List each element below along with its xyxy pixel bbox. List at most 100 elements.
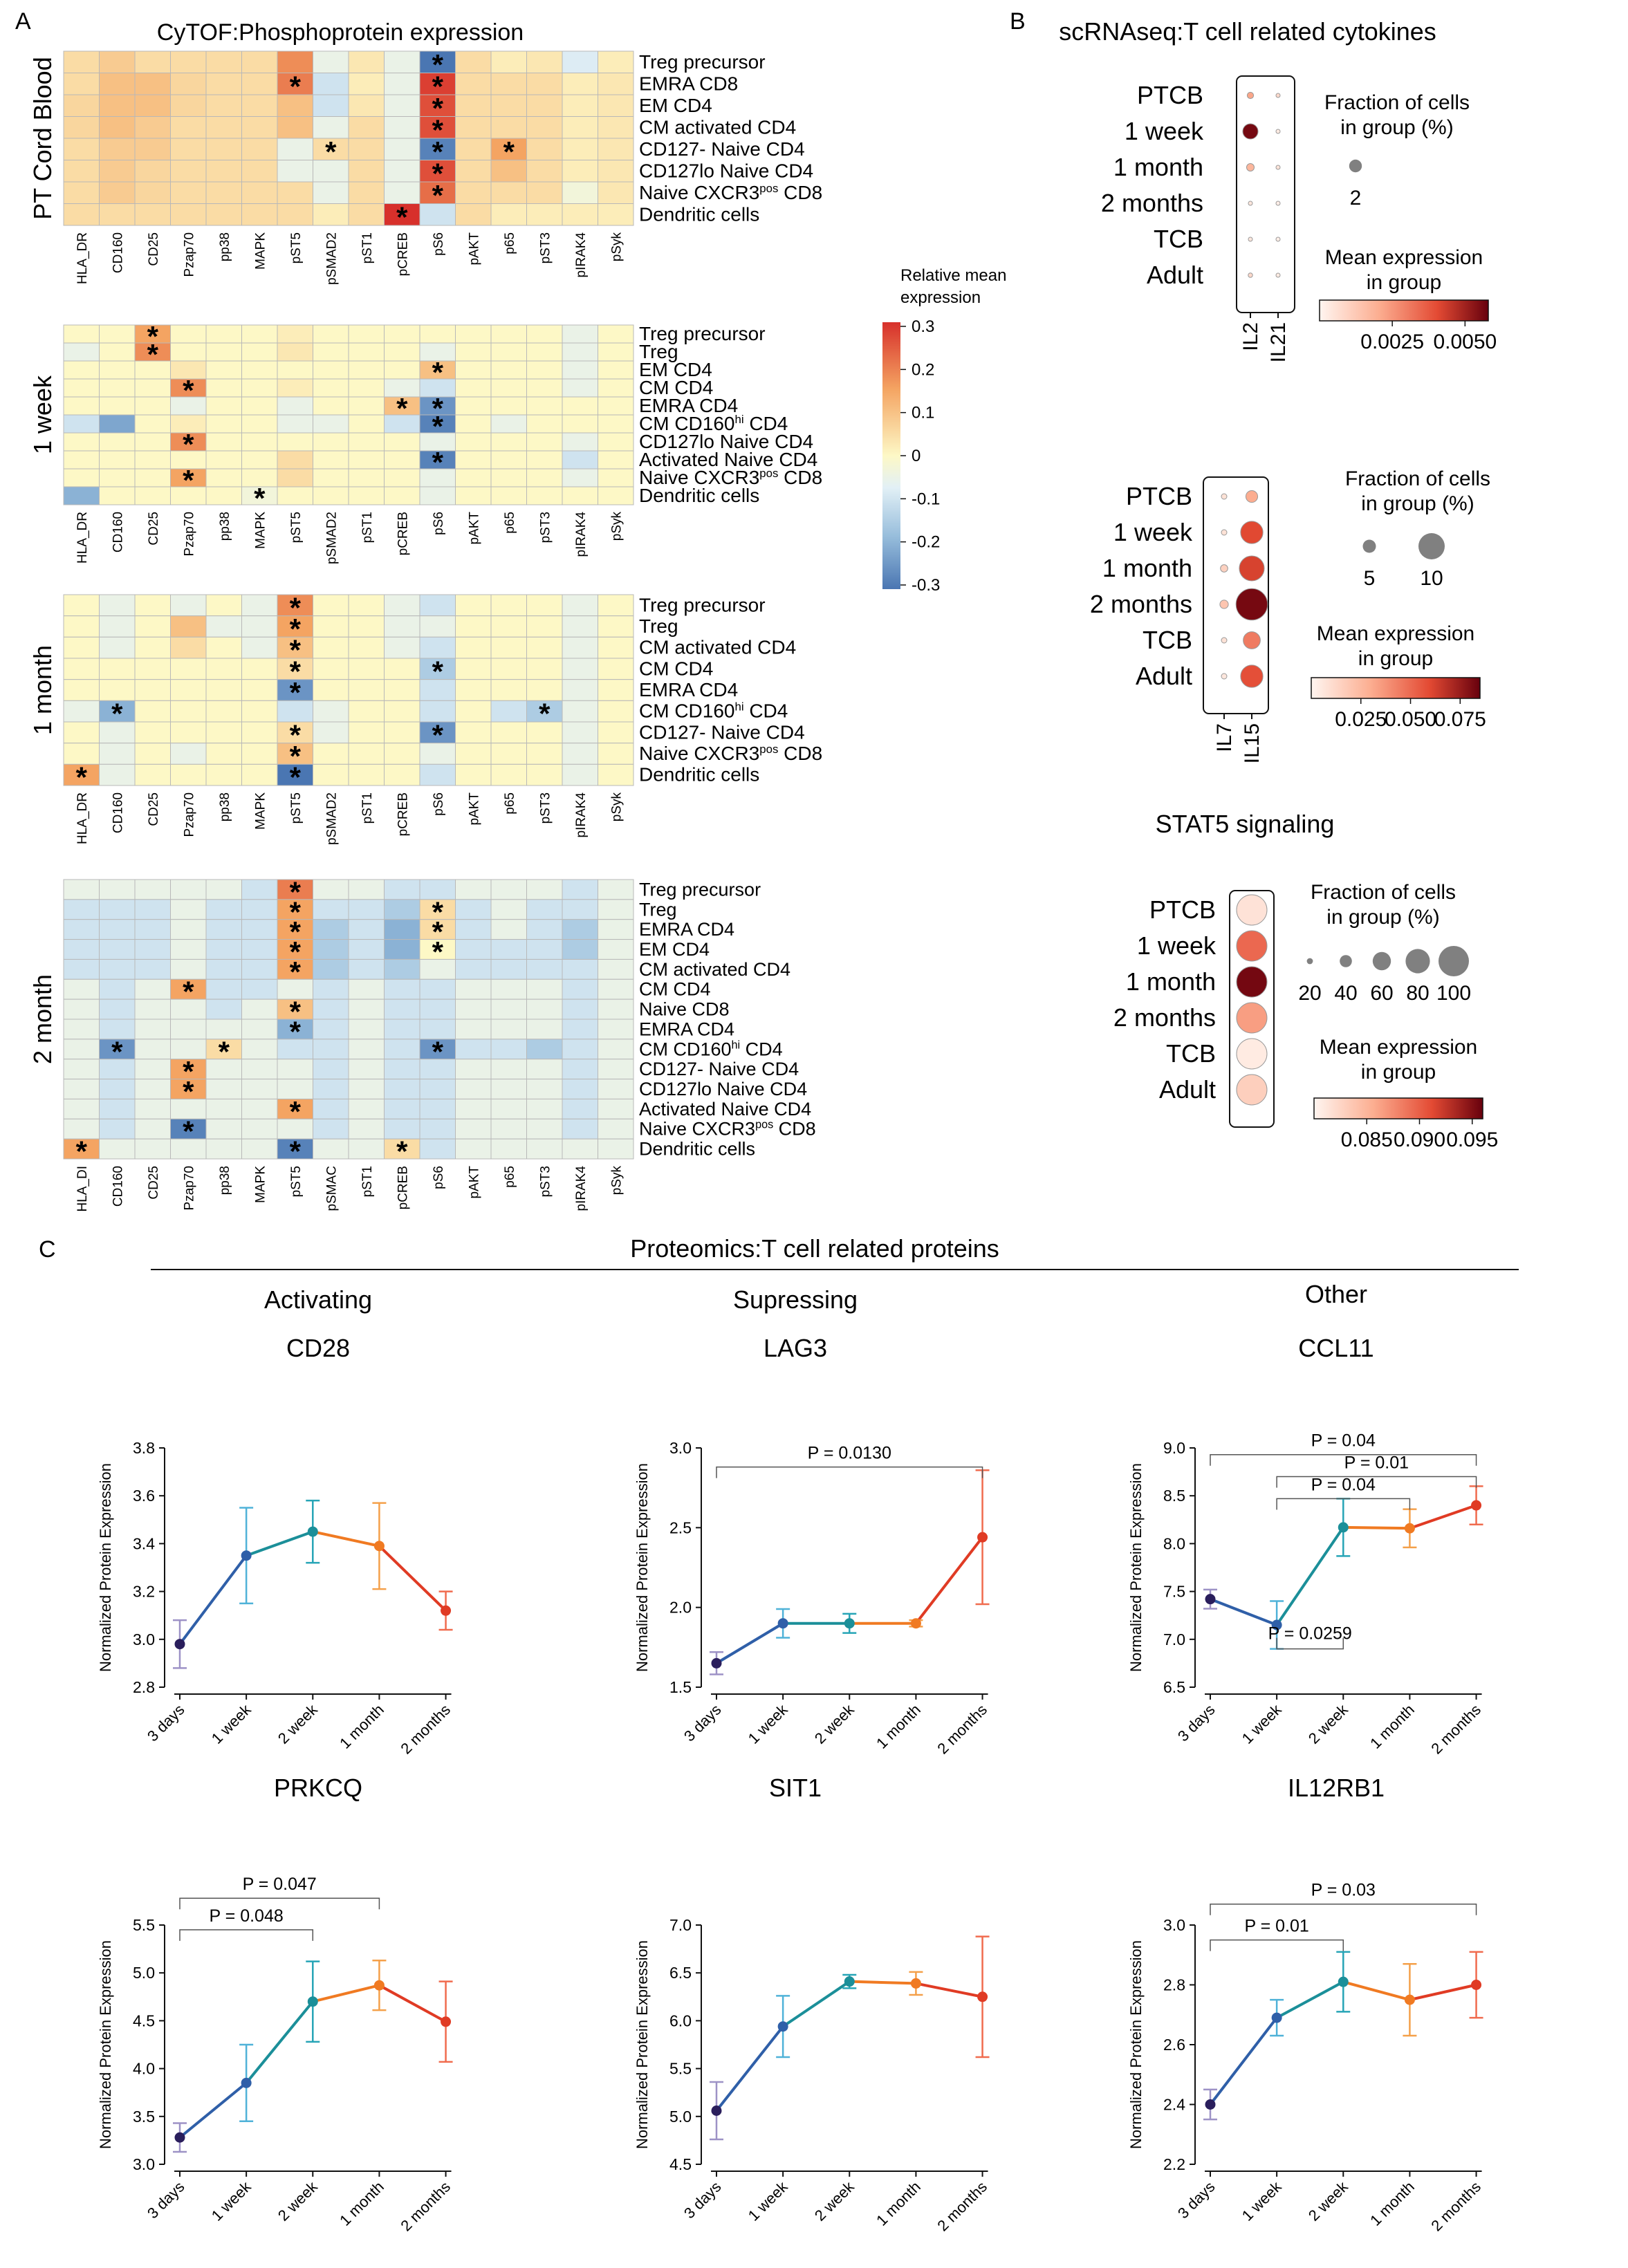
heatmap-cell (170, 138, 207, 160)
heatmap-cell (598, 138, 634, 160)
y-tick-label: 3.5 (133, 2108, 155, 2126)
data-point (1471, 1500, 1482, 1511)
heatmap-cell (63, 899, 100, 920)
significance-star: * (432, 48, 444, 81)
heatmap-column-label: Pzap70 (182, 232, 196, 277)
heatmap-cell (63, 324, 100, 344)
heatmap-cell (134, 360, 171, 380)
colorbar-title: in group (1367, 271, 1441, 294)
heatmap-cell (348, 160, 385, 183)
heatmap-column-label: pST1 (360, 512, 375, 543)
dotplot-dot (1248, 201, 1253, 206)
heatmap-cell (205, 594, 242, 617)
heatmap-cell (134, 73, 171, 95)
heatmap-cell (419, 899, 456, 920)
heatmap-cell (277, 1098, 313, 1119)
heatmap-cell (205, 1059, 242, 1080)
heatmap-cell (562, 1098, 598, 1119)
heatmap-cell (526, 432, 563, 452)
pvalue-bracket (179, 1929, 314, 1941)
heatmap-cell (455, 1118, 492, 1140)
significance-star: * (290, 895, 302, 928)
significance-star: * (254, 482, 266, 514)
data-point (910, 1978, 921, 1989)
heatmap-cell (490, 1079, 527, 1099)
dotplot-dot (1242, 123, 1259, 140)
size-legend-label: 10 (1420, 567, 1443, 590)
heatmap-cell (526, 679, 563, 701)
heatmap-cell (99, 73, 136, 95)
heatmap-cell (277, 116, 313, 139)
heatmap-cell (63, 116, 100, 139)
heatmap-cell (170, 763, 207, 786)
significance-star: * (432, 92, 444, 124)
heatmap-cell (134, 1059, 171, 1080)
heatmap-row-label: EMRA CD4 (639, 679, 738, 700)
y-tick-label: 3.0 (133, 2155, 155, 2173)
heatmap-cell (490, 1019, 527, 1040)
dotplot-dot (1245, 490, 1259, 503)
heatmap-cell (348, 360, 385, 380)
heatmap-cell (455, 998, 492, 1020)
heatmap-cell (241, 763, 278, 786)
heatmap-cell (99, 160, 136, 183)
heatmap-cell (419, 414, 456, 434)
significance-star: * (432, 1035, 444, 1068)
heatmap-cell (598, 899, 634, 920)
heatmap-cell (490, 700, 527, 723)
heatmap-cell (241, 958, 278, 980)
heatmap-cell (526, 998, 563, 1020)
heatmap-cell (490, 203, 527, 226)
heatmap-cell (63, 160, 100, 183)
dotplot-dot (1235, 588, 1268, 621)
size-legend-dot (1405, 949, 1430, 974)
heatmap-cell (384, 1098, 420, 1119)
line-chart-ccl11: CCL11 6.5 7.0 7.5 8.0 8.5 9.0 Normalized Protei… (1127, 1334, 1484, 1758)
heatmap-cell (313, 721, 349, 744)
heatmap-column-label: pAKT (467, 512, 481, 545)
heatmap-cell (99, 414, 136, 434)
heatmap-row-label: CM CD160hi CD4 (639, 700, 788, 722)
dotplot-dot (1236, 930, 1268, 962)
dotplot-dot (1221, 529, 1228, 536)
heatmap-cell (241, 360, 278, 380)
line-chart-cd28: CD28 2.8 3.0 3.2 3.4 3.6 3.8 Normalized Protein… (97, 1334, 454, 1758)
x-tick-label: 1 month (336, 1701, 387, 1752)
heatmap-cell (134, 94, 171, 117)
heatmap-cell (526, 396, 563, 416)
y-tick-label: 7.0 (669, 1916, 692, 1934)
heatmap-column-label: pS6 (432, 512, 446, 535)
heatmap-cell (205, 939, 242, 960)
legend-title-line1: Relative mean (900, 266, 1006, 285)
heatmap-row-label: CM CD4 (639, 979, 711, 1000)
data-point (1338, 1976, 1349, 1987)
heatmap-column-label: pSMAD2 (324, 792, 339, 845)
heatmap-cell (205, 1118, 242, 1140)
heatmap-cell (134, 450, 171, 470)
heatmap-cell (526, 138, 563, 160)
heatmap-3: ** ** ** ****** * ****** * *Treg precursorTregE… (28, 875, 816, 1211)
dotplot-dot (1236, 1002, 1268, 1034)
heatmap-cell (99, 958, 136, 980)
heatmap-cell (598, 50, 634, 73)
heatmap-row-label: EM CD4 (639, 939, 710, 960)
significance-star: * (147, 338, 159, 371)
heatmap-cell (384, 700, 420, 723)
heatmap-cell (313, 181, 349, 204)
heatmap-cell (598, 658, 634, 680)
series-line-segment (715, 2025, 784, 2112)
heatmap-cell (205, 360, 242, 380)
y-tick-label: 3.2 (133, 1583, 155, 1601)
heatmap-cell (598, 203, 634, 226)
panel-c-label: C (39, 1236, 56, 1263)
heatmap-cell (99, 1118, 136, 1140)
size-legend-label: 100 (1436, 982, 1471, 1005)
heatmap-cell (490, 899, 527, 920)
heatmap-row-label: CM CD160hi CD4 (639, 1039, 783, 1059)
heatmap-cell (313, 594, 349, 617)
heatmap-column-label: pSMAD2 (324, 232, 339, 285)
heatmap-row-label: Treg (639, 615, 678, 637)
heatmap-cell (598, 679, 634, 701)
significance-star: * (432, 136, 444, 168)
significance-star: * (432, 70, 444, 102)
